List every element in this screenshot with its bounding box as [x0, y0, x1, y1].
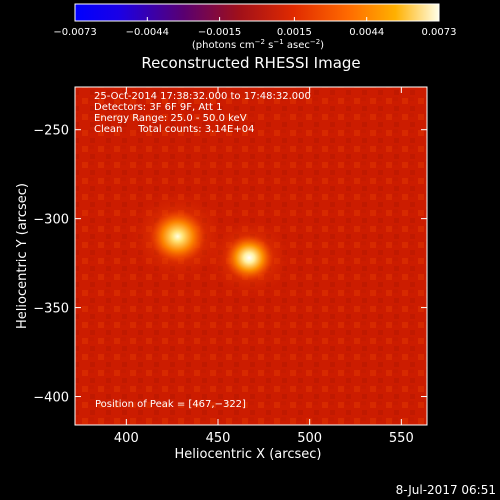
y-tick-label: −400 — [33, 391, 69, 406]
colorbar-tick-label: −0.0073 — [53, 27, 96, 38]
y-axis-title: Heliocentric Y (arcsec) — [15, 183, 30, 329]
image-area — [75, 87, 427, 425]
footer-date: 8-Jul-2017 06:51 — [396, 483, 496, 497]
source-peak — [149, 210, 206, 263]
annotation-energy-range: Energy Range: 25.0 - 50.0 keV — [94, 113, 247, 124]
x-tick-label: 500 — [297, 431, 322, 446]
colorbar-tick-label: −0.0044 — [126, 27, 169, 38]
colorbar — [74, 3, 440, 22]
y-tick-label: −350 — [33, 302, 69, 317]
colorbar-tick-label: 0.0015 — [277, 27, 312, 38]
y-tick-label: −250 — [33, 124, 69, 139]
colorbar-ticks: −0.0073 −0.0044 −0.0015 0.0015 0.0044 0.0073 — [53, 17, 457, 38]
colorbar-units-label: (photons cm−2 s−1 asec−2) — [192, 38, 324, 51]
x-axis-title: Heliocentric X (arcsec) — [175, 447, 322, 462]
x-tick-label: 550 — [389, 431, 414, 446]
axis-ticks: 400 450 500 550 −400 −350 −300 −250 — [33, 87, 427, 446]
chart-title: Reconstructed RHESSI Image — [141, 54, 360, 72]
annotation-clean-counts: Clean Total counts: 3.14E+04 — [94, 124, 254, 135]
colorbar-tick-label: 0.0073 — [422, 27, 457, 38]
annotation-time-range: 25-Oct-2014 17:38:32.000 to 17:48:32.000 — [94, 91, 311, 102]
x-tick-label: 450 — [206, 431, 231, 446]
annotation-detectors: Detectors: 3F 6F 9F, Att 1 — [94, 102, 222, 113]
x-tick-label: 400 — [114, 431, 139, 446]
sources — [149, 210, 274, 281]
colorbar-tick-label: −0.0015 — [198, 27, 241, 38]
plot-frame — [74, 86, 428, 426]
colorbar-tick-label: 0.0044 — [349, 27, 384, 38]
peak-position-label: Position of Peak = [467,−322] — [95, 399, 246, 410]
source-peak — [224, 234, 274, 281]
y-tick-label: −300 — [33, 213, 69, 228]
